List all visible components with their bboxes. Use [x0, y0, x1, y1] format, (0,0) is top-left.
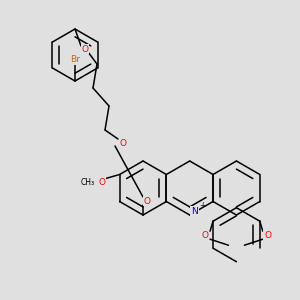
Text: CH₃: CH₃ — [81, 178, 95, 187]
Text: O: O — [98, 178, 105, 187]
Text: +: + — [200, 202, 206, 211]
Text: O: O — [119, 140, 127, 148]
Text: N: N — [191, 206, 198, 215]
Text: O: O — [143, 196, 151, 206]
Text: O: O — [82, 44, 88, 53]
Text: O: O — [202, 231, 208, 240]
Text: Br: Br — [70, 56, 80, 64]
Text: O: O — [264, 231, 271, 240]
